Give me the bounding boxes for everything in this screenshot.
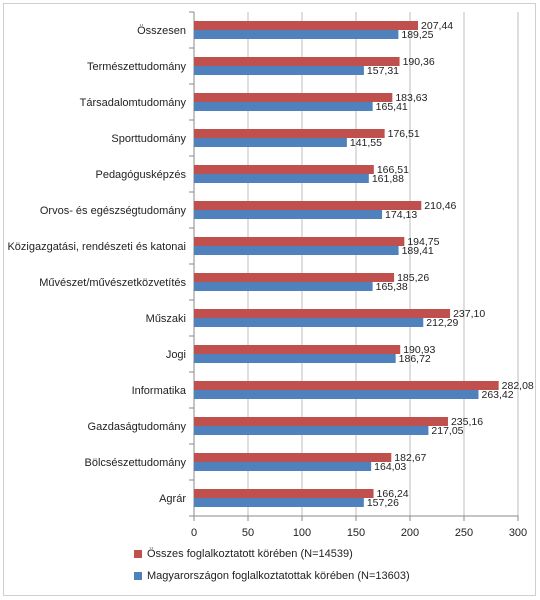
bar-employed-in-hungary — [194, 390, 479, 399]
bar-all-employed — [194, 417, 448, 426]
bar-all-employed — [194, 165, 374, 174]
bar-all-employed — [194, 453, 392, 462]
data-label: 157,26 — [367, 497, 399, 509]
bar-employed-in-hungary — [194, 66, 364, 75]
x-tick-label: 300 — [509, 527, 527, 539]
bar-employed-in-hungary — [194, 246, 399, 255]
legend-item: Összes foglalkoztatott körében (N=14539) — [134, 543, 410, 565]
bar-all-employed — [194, 57, 400, 66]
x-tick-label: 0 — [191, 527, 197, 539]
data-label: 161,88 — [372, 173, 404, 185]
legend-swatch — [134, 572, 142, 580]
bar-all-employed — [194, 129, 385, 138]
data-label: 182,67 — [394, 452, 426, 464]
bar-all-employed — [194, 309, 451, 318]
category-label: Orvos- és egészségtudomány — [40, 205, 187, 217]
category-label: Összesen — [137, 25, 186, 37]
bar-all-employed — [194, 21, 419, 30]
category-label: Pedagógusképzés — [95, 169, 186, 181]
bar-all-employed — [194, 381, 499, 390]
data-label: 174,13 — [385, 209, 417, 221]
data-label: 157,31 — [367, 65, 399, 77]
category-label: Bölcsészettudomány — [85, 457, 187, 469]
bar-employed-in-hungary — [194, 138, 347, 147]
bar-employed-in-hungary — [194, 318, 424, 327]
bar-all-employed — [194, 273, 395, 282]
category-label: Gazdaságtudomány — [88, 421, 187, 433]
bar-employed-in-hungary — [194, 30, 399, 39]
bar-all-employed — [194, 93, 393, 102]
chart-frame: 0 50 100 150 200 250 300 Összesen 207,44 189,25 Te… — [3, 3, 536, 596]
category-label: Művészet/művészetközvetítés — [39, 277, 186, 289]
bar-all-employed — [194, 489, 374, 498]
category-label: Közigazgatási, rendészeti és katonai — [7, 241, 186, 253]
data-label: 190,36 — [403, 56, 435, 68]
bar-employed-in-hungary — [194, 426, 429, 435]
data-label: 166,24 — [377, 488, 409, 500]
data-label: 282,08 — [502, 380, 534, 392]
bar-employed-in-hungary — [194, 354, 396, 363]
data-label: 141,55 — [350, 137, 382, 149]
legend-label: Magyarországon foglalkoztatottak körében… — [147, 570, 410, 582]
data-label: 176,51 — [388, 128, 420, 140]
bar-all-employed — [194, 201, 422, 210]
data-label: 186,72 — [399, 353, 431, 365]
bar-all-employed — [194, 345, 401, 354]
bar-employed-in-hungary — [194, 498, 364, 507]
x-tick-label: 250 — [455, 527, 473, 539]
data-label: 189,41 — [402, 245, 434, 257]
data-label: 210,46 — [424, 200, 456, 212]
x-tick-label: 200 — [401, 527, 419, 539]
data-label: 189,25 — [401, 29, 433, 41]
legend-label: Összes foglalkoztatott körében (N=14539) — [147, 548, 353, 560]
data-label: 237,10 — [453, 308, 485, 320]
data-label: 185,26 — [397, 272, 429, 284]
bar-employed-in-hungary — [194, 210, 383, 219]
data-label: 263,42 — [481, 389, 513, 401]
x-tick-label: 150 — [347, 527, 365, 539]
data-label: 190,93 — [403, 344, 435, 356]
category-label: Jogi — [166, 349, 186, 361]
data-label: 165,41 — [376, 101, 408, 113]
data-label: 166,51 — [377, 164, 409, 176]
legend-item: Magyarországon foglalkoztatottak körében… — [134, 565, 410, 587]
data-label: 183,63 — [395, 92, 427, 104]
data-label: 164,03 — [374, 461, 406, 473]
x-tick-label: 100 — [293, 527, 311, 539]
data-label: 235,16 — [451, 416, 483, 428]
category-label: Sporttudomány — [111, 133, 186, 145]
data-label: 207,44 — [421, 20, 453, 32]
legend: Összes foglalkoztatott körében (N=14539)… — [134, 543, 410, 587]
data-label: 194,75 — [407, 236, 439, 248]
data-label: 217,05 — [431, 425, 463, 437]
bar-employed-in-hungary — [194, 462, 372, 471]
category-label: Természettudomány — [87, 61, 187, 73]
category-label: Informatika — [132, 385, 187, 397]
category-label: Műszaki — [146, 313, 186, 325]
category-label: Agrár — [159, 493, 186, 505]
data-label: 212,29 — [426, 317, 458, 329]
legend-swatch — [134, 550, 142, 558]
data-label: 165,38 — [376, 281, 408, 293]
bar-all-employed — [194, 237, 405, 246]
category-label: Társadalomtudomány — [80, 97, 187, 109]
bar-employed-in-hungary — [194, 102, 373, 111]
x-tick-label: 50 — [242, 527, 254, 539]
bar-employed-in-hungary — [194, 282, 373, 291]
bar-employed-in-hungary — [194, 174, 369, 183]
